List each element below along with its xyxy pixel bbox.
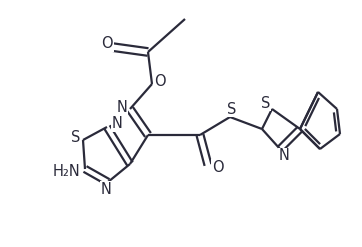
Text: N: N xyxy=(117,100,127,115)
Text: N: N xyxy=(101,182,111,197)
Text: S: S xyxy=(227,102,237,117)
Text: O: O xyxy=(154,75,166,89)
Text: H₂N: H₂N xyxy=(53,165,81,180)
Text: N: N xyxy=(111,117,122,131)
Text: O: O xyxy=(212,160,224,174)
Text: N: N xyxy=(279,148,290,164)
Text: S: S xyxy=(261,96,271,110)
Text: O: O xyxy=(101,37,113,52)
Text: S: S xyxy=(71,129,81,144)
